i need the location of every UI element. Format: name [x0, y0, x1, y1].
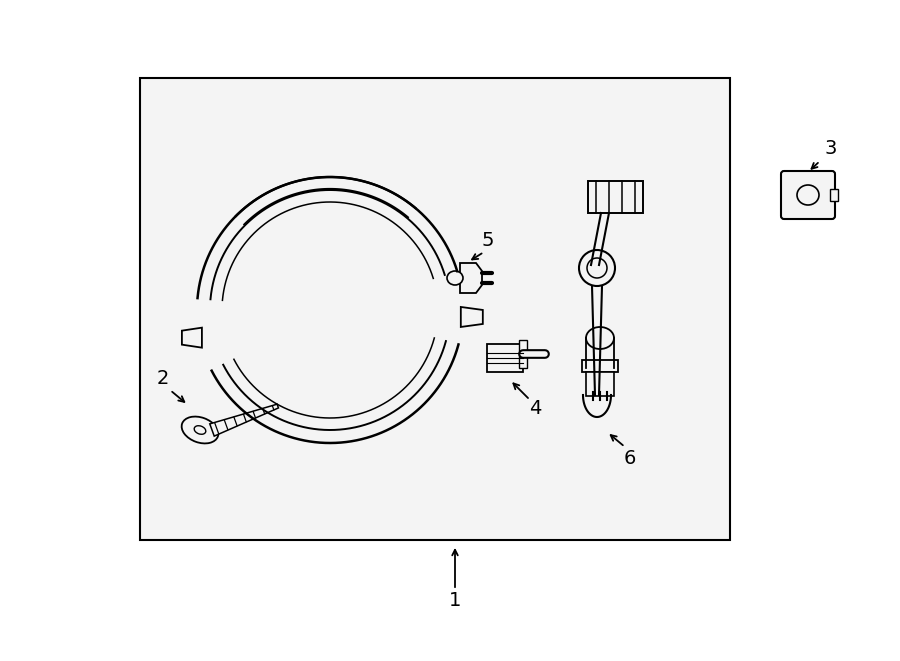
Circle shape	[579, 250, 615, 286]
Ellipse shape	[194, 426, 206, 434]
Polygon shape	[461, 307, 482, 327]
Text: 4: 4	[529, 399, 541, 418]
Ellipse shape	[797, 185, 819, 205]
Bar	[586, 372, 614, 396]
Bar	[140, 78, 730, 540]
Bar	[830, 189, 838, 201]
Ellipse shape	[182, 416, 219, 444]
Polygon shape	[460, 263, 482, 293]
Text: 6: 6	[624, 449, 636, 467]
Bar	[582, 360, 618, 372]
Polygon shape	[182, 328, 202, 348]
Text: 2: 2	[157, 368, 169, 387]
Bar	[588, 181, 643, 213]
Text: 1: 1	[449, 590, 461, 609]
Polygon shape	[210, 404, 278, 436]
Text: 5: 5	[482, 231, 494, 249]
FancyBboxPatch shape	[487, 344, 523, 372]
Text: 3: 3	[824, 139, 837, 157]
FancyBboxPatch shape	[781, 171, 835, 219]
Bar	[519, 340, 527, 368]
Ellipse shape	[447, 271, 463, 285]
Ellipse shape	[586, 327, 614, 349]
Circle shape	[587, 258, 607, 278]
